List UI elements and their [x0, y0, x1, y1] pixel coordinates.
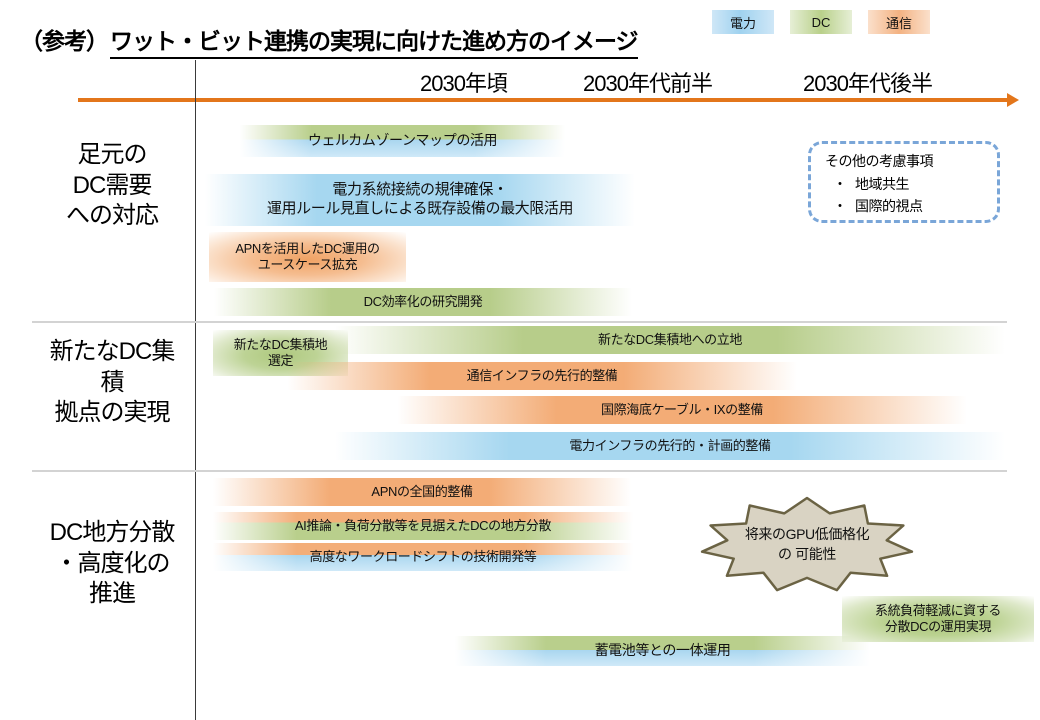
row-label-row-new-dc-hub: 新たなDC集 積 拠点の実現 — [49, 338, 176, 427]
bar-grid-load-reduction: 系統負荷軽減に資する 分散DCの運用実現 — [842, 596, 1034, 642]
legend: 電力 DC 通信 — [712, 10, 930, 34]
bullet-icon: ・ — [833, 176, 847, 192]
bar-workload-shift-tech: 高度なワークロードシフトの技術開発等 — [213, 543, 633, 571]
vertical-axis-line — [195, 60, 196, 720]
bar-welcome-zone-map: ウェルカムゾーンマップの活用 — [240, 125, 565, 157]
bar-telecom-infra: 通信インフラの先行的整備 — [287, 362, 797, 390]
bar-dc-efficiency-rnd: DC効率化の研究開発 — [214, 288, 632, 316]
note-title: その他の考慮事項 — [825, 153, 934, 169]
note-item-0: ・地域共生 — [833, 174, 987, 194]
legend-chip-telecom: 通信 — [868, 10, 930, 34]
row-label-row-dc-regional: DC地方分散 ・高度化の 推進 — [49, 519, 176, 608]
timeline-label-early-2030s: 2030年代前半 — [583, 71, 713, 96]
timeline-label-2030: 2030年頃 — [420, 71, 508, 96]
bar-battery-integrated-operation: 蓄電池等との一体運用 — [455, 636, 870, 666]
legend-chip-power: 電力 — [712, 10, 774, 34]
bar-new-dc-site-location: 新たなDC集積地への立地 — [335, 326, 1005, 354]
bar-apn-dc-usecase: APNを活用したDC運用の ユースケース拡充 — [209, 232, 406, 282]
bar-apn-nationwide: APNの全国的整備 — [213, 478, 631, 506]
note-item-0-label: 地域共生 — [855, 176, 910, 192]
gpu-price-drop-callout: 将来のGPU低価格化 の 可能性 — [698, 495, 916, 595]
bar-new-dc-site-selection: 新たなDC集積地 選定 — [213, 330, 348, 376]
bullet-icon: ・ — [833, 198, 847, 214]
timeline-arrow — [78, 93, 1019, 107]
legend-chip-dc: DC — [790, 10, 852, 34]
reference-prefix: （参考） — [20, 28, 109, 54]
bar-grid-connection-rules: 電力系統接続の規律確保・ 運用ルール見直しによる既存設備の最大限活用 — [205, 174, 635, 226]
note-item-1-label: 国際的視点 — [855, 198, 923, 214]
row-label-row-current-dc-demand: 足元の DC需要 への対応 — [66, 141, 159, 230]
page-title: ワット・ビット連携の実現に向けた進め方のイメージ — [110, 22, 639, 59]
bar-submarine-cable-ix: 国際海底ケーブル・IXの整備 — [397, 396, 967, 424]
bar-power-infra: 電力インフラの先行的・計画的整備 — [335, 432, 1005, 460]
other-considerations-note: その他の考慮事項 ・地域共生 ・国際的視点 — [808, 141, 1000, 223]
note-item-1: ・国際的視点 — [833, 196, 987, 216]
starburst-icon — [700, 496, 914, 592]
row-divider-0 — [32, 321, 1007, 323]
bar-ai-inference-dc-dispersion: AI推論・負荷分散等を見据えたDCの地方分散 — [213, 512, 633, 540]
timeline-label-late-2030s: 2030年代後半 — [803, 71, 933, 96]
starburst-label: 将来のGPU低価格化 の 可能性 — [744, 526, 870, 562]
row-divider-1 — [32, 470, 1007, 472]
